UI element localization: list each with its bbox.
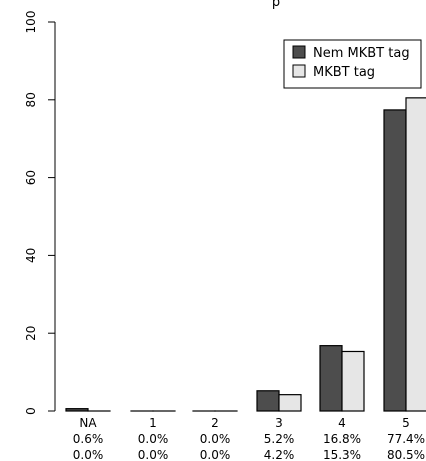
x-category-label: 4 bbox=[338, 416, 346, 430]
percent-label: 5.2% bbox=[264, 432, 295, 446]
percent-label: 15.3% bbox=[323, 448, 361, 461]
x-axis-labels: NA 0.6% 0.0% 1 0.0% 0.0% 2 0.0% 0.0% 3 5.2% 4.2% 4 16… bbox=[73, 416, 425, 461]
percent-label: 4.2% bbox=[264, 448, 295, 461]
bar-nem-mkbt-tag-5 bbox=[383, 109, 407, 412]
y-tick-label: 20 bbox=[24, 326, 38, 341]
x-category-label: 2 bbox=[211, 416, 219, 430]
percent-label: 0.0% bbox=[138, 432, 169, 446]
chart-title-fragment: p bbox=[272, 0, 280, 10]
bars bbox=[65, 97, 426, 412]
percent-label: 0.0% bbox=[200, 432, 231, 446]
percent-label: 0.6% bbox=[73, 432, 104, 446]
bar-mkbt-tag-4 bbox=[341, 350, 365, 412]
legend-label: Nem MKBT tag bbox=[313, 46, 410, 61]
y-tick-label: 60 bbox=[24, 170, 38, 185]
legend-box bbox=[283, 39, 422, 89]
bar-mkbt-tag-3 bbox=[278, 394, 302, 412]
legend-label: MKBT tag bbox=[313, 65, 375, 80]
x-category-label: 3 bbox=[275, 416, 283, 430]
bar-nem-mkbt-tag-3 bbox=[256, 390, 280, 412]
y-tick-label: 100 bbox=[24, 11, 38, 34]
y-axis: 0 20 40 60 80 100 bbox=[24, 11, 56, 415]
percent-label: 0.0% bbox=[73, 448, 104, 461]
y-tick-label: 0 bbox=[24, 407, 38, 415]
x-category-label: 1 bbox=[149, 416, 157, 430]
x-category-label: NA bbox=[79, 416, 97, 430]
legend-swatch bbox=[292, 64, 306, 78]
legend: Nem MKBT tag MKBT tag bbox=[283, 39, 422, 89]
percent-label: 77.4% bbox=[387, 432, 425, 446]
percent-label: 0.0% bbox=[200, 448, 231, 461]
x-category-label: 5 bbox=[402, 416, 410, 430]
bar-mkbt-tag-5 bbox=[405, 97, 426, 412]
percent-label: 0.0% bbox=[138, 448, 169, 461]
bar-nem-mkbt-tag-na bbox=[65, 408, 89, 412]
y-tick-label: 40 bbox=[24, 248, 38, 263]
percent-label: 80.5% bbox=[387, 448, 425, 461]
legend-swatch bbox=[292, 45, 306, 59]
y-tick-label: 80 bbox=[24, 92, 38, 107]
percent-label: 16.8% bbox=[323, 432, 361, 446]
bar-nem-mkbt-tag-4 bbox=[319, 345, 343, 412]
